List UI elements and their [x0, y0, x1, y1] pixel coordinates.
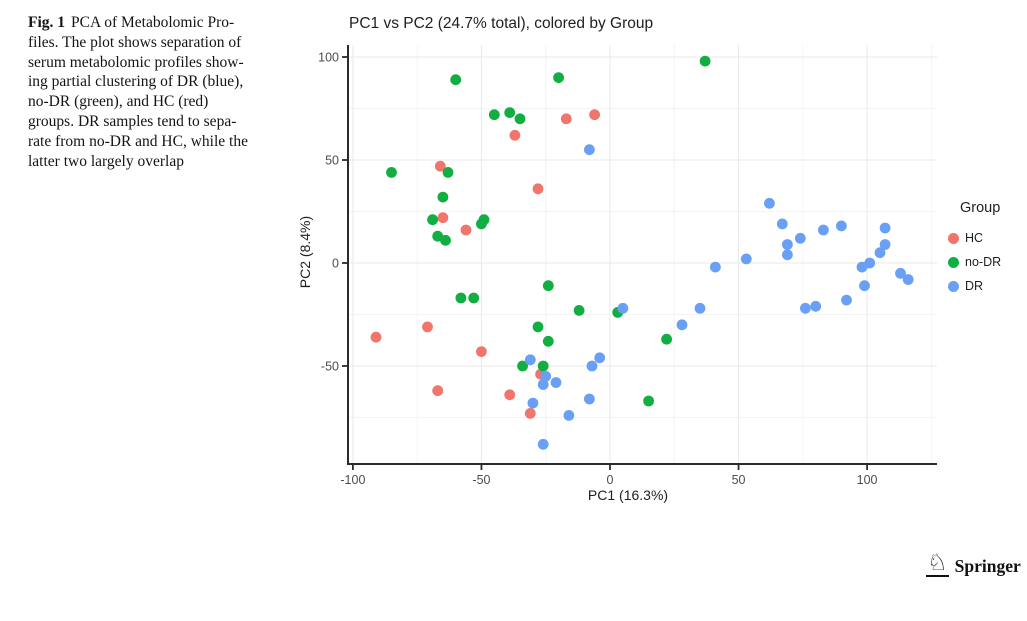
data-point-no-dr: [427, 214, 438, 226]
data-point-no-dr: [504, 107, 516, 118]
y-tick-label: 100: [318, 51, 339, 65]
x-tick-label: 100: [857, 473, 878, 487]
data-point-hc: [476, 346, 487, 357]
y-axis-label: PC2 (8.4%): [297, 215, 313, 289]
x-axis-label: PC1 (16.3%): [587, 487, 669, 503]
data-point-no-dr: [643, 395, 654, 407]
data-point-dr: [782, 249, 793, 261]
legend-item-label: DR: [965, 279, 984, 293]
legend-item-dr: DR: [948, 274, 1001, 298]
data-point-no-dr: [437, 191, 449, 203]
data-point-hc: [432, 385, 444, 397]
legend-item-label: no-DR: [965, 255, 1002, 269]
publisher-name: Springer: [954, 556, 1021, 576]
data-point-hc: [589, 109, 600, 121]
dr-swatch-icon: [948, 280, 959, 292]
data-point-hc: [532, 183, 544, 195]
data-point-dr: [841, 294, 852, 306]
y-tick-label: 0: [332, 257, 339, 271]
y-tick-label: -50: [321, 360, 339, 374]
data-point-no-dr: [573, 305, 585, 316]
figure-label: Fig. 1: [28, 14, 66, 31]
data-point-no-dr: [699, 55, 711, 67]
data-point-dr: [864, 257, 876, 269]
data-point-no-dr: [542, 280, 554, 292]
data-point-dr: [902, 274, 914, 285]
data-point-dr: [617, 302, 629, 314]
data-point-no-dr: [468, 292, 480, 304]
data-point-no-dr: [542, 335, 554, 347]
data-point-dr: [859, 280, 870, 292]
x-tick-label: 0: [607, 473, 614, 487]
data-point-hc: [504, 389, 516, 401]
data-point-dr: [810, 300, 822, 312]
data-point-dr: [710, 261, 721, 273]
data-point-no-dr: [442, 167, 454, 178]
data-point-hc: [434, 160, 446, 172]
data-point-no-dr: [537, 360, 549, 372]
publisher-logo: ♘ Springer: [926, 550, 1021, 577]
data-point-dr: [584, 144, 595, 156]
data-point-dr: [879, 239, 891, 250]
data-point-dr: [800, 302, 811, 314]
data-point-no-dr: [514, 113, 526, 125]
data-point-dr: [676, 319, 688, 331]
hc-swatch-icon: [948, 232, 959, 244]
springer-knight-icon: ♘: [926, 549, 949, 577]
data-point-no-dr: [488, 109, 500, 121]
data-point-hc: [460, 224, 472, 236]
data-point-dr: [563, 410, 575, 421]
data-point-dr: [550, 377, 562, 388]
data-point-no-dr: [517, 360, 528, 372]
figure-caption-text: PCA of Metabolomic Pro-files. The plot s…: [28, 14, 248, 170]
legend-item-hc: HC: [948, 226, 1001, 250]
x-tick-label: 50: [732, 473, 746, 487]
legend: Group HC no-DR DR: [948, 200, 1001, 298]
data-point-hc: [437, 212, 449, 224]
data-point-no-dr: [553, 72, 564, 83]
figure-caption: Fig. 1 PCA of Metabolomic Pro-files. The …: [28, 13, 328, 171]
data-point-dr: [586, 360, 598, 372]
data-point-hc: [422, 321, 433, 333]
data-point-dr: [794, 232, 806, 244]
y-tick-label: 50: [325, 154, 339, 168]
data-point-no-dr: [440, 234, 451, 246]
data-point-dr: [836, 220, 847, 232]
data-point-no-dr: [532, 321, 544, 333]
data-point-dr: [776, 218, 788, 230]
data-point-no-dr: [661, 333, 672, 345]
data-point-dr: [895, 267, 906, 279]
data-point-dr: [764, 197, 775, 209]
legend-item-no-dr: no-DR: [948, 250, 1001, 274]
x-tick-label: -50: [472, 473, 490, 487]
data-point-dr: [524, 354, 536, 366]
data-point-no-dr: [450, 74, 462, 86]
data-point-dr: [818, 224, 829, 236]
chart-title: PC1 vs PC2 (24.7% total), colored by Gro…: [349, 15, 654, 32]
data-point-dr: [874, 247, 886, 259]
no-dr-swatch-icon: [948, 256, 959, 268]
data-point-dr: [540, 370, 552, 382]
legend-item-label: HC: [965, 231, 984, 245]
data-point-dr: [584, 393, 595, 405]
data-point-dr: [527, 397, 539, 409]
legend-title: Group: [960, 200, 1001, 216]
data-point-dr: [537, 379, 549, 390]
data-point-dr: [694, 302, 706, 314]
data-point-no-dr: [455, 292, 467, 304]
data-point-hc: [370, 331, 382, 343]
data-point-hc: [560, 113, 572, 125]
data-point-dr: [594, 352, 606, 364]
data-point-no-dr: [478, 214, 490, 226]
data-point-no-dr: [386, 167, 397, 178]
data-point-hc: [509, 129, 521, 141]
data-point-dr: [740, 253, 752, 265]
x-tick-label: -100: [340, 473, 365, 487]
data-point-dr: [879, 222, 891, 234]
data-point-hc: [524, 408, 536, 419]
data-point-dr: [537, 438, 549, 450]
data-point-dr: [782, 239, 793, 250]
